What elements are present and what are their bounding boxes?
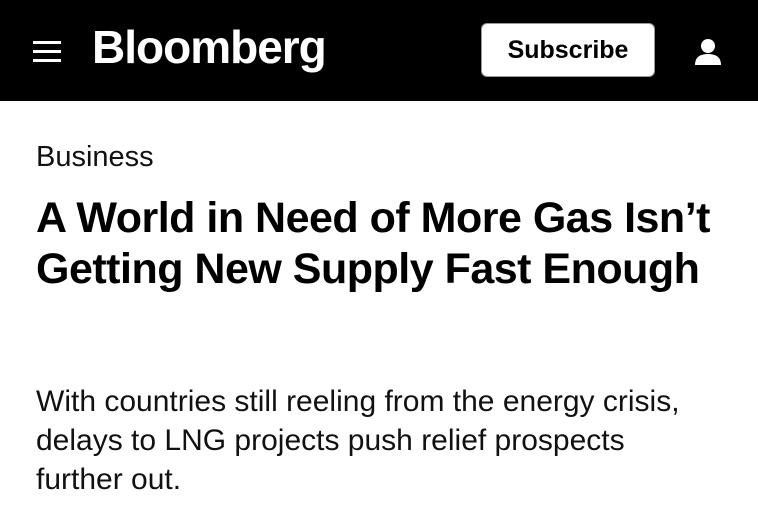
account-icon[interactable] (693, 38, 723, 66)
menu-button[interactable] (33, 41, 61, 63)
headline: A World in Need of More Gas Isn’t Gettin… (36, 194, 710, 293)
section-label[interactable]: Business (36, 141, 154, 173)
top-bar: Bloomberg Subscribe (0, 0, 758, 101)
brand-logo[interactable]: Bloomberg (92, 21, 327, 73)
subscribe-button[interactable]: Subscribe (481, 23, 655, 77)
summary: With countries still reeling from the en… (36, 385, 680, 496)
